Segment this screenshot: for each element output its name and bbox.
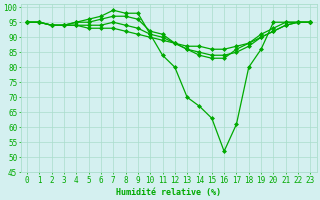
X-axis label: Humidité relative (%): Humidité relative (%) — [116, 188, 221, 197]
